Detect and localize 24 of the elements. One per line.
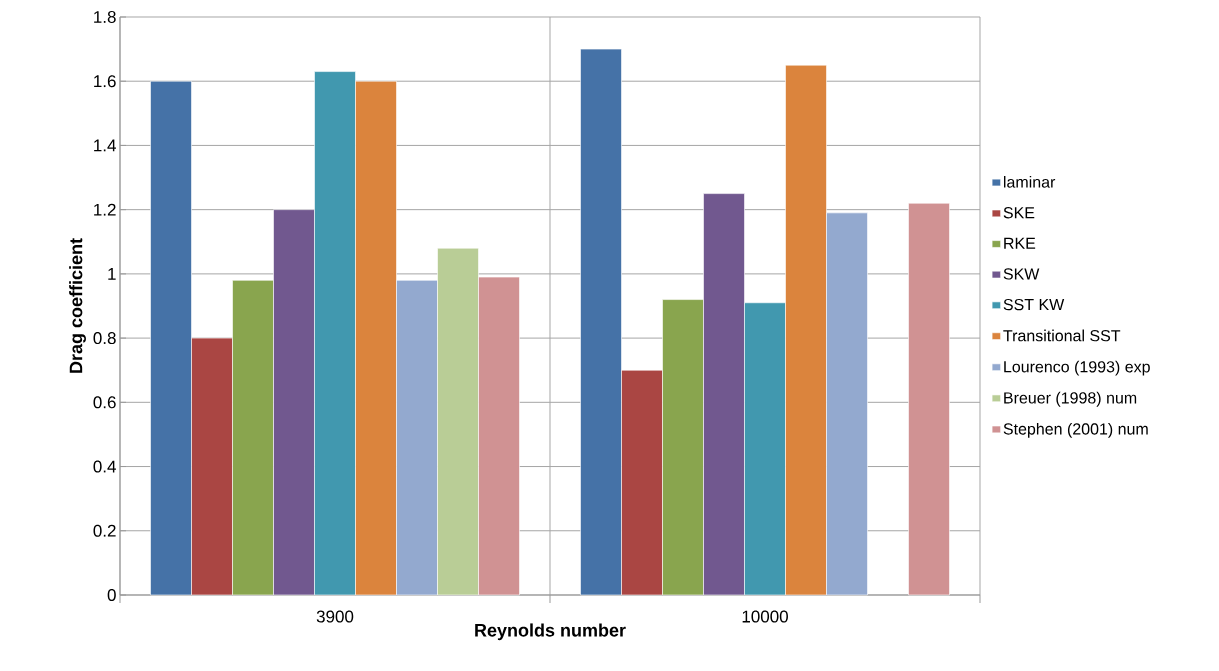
- legend-label: laminar: [1004, 176, 1056, 188]
- y-tick-label: 0.4: [93, 460, 116, 473]
- y-tick-label: 1.4: [94, 139, 116, 152]
- legend-label: SST KW: [1003, 298, 1065, 311]
- y-tick-label: 0.6: [93, 396, 116, 409]
- y-tick-label: 1.2: [94, 203, 116, 216]
- legend-label: Transitional SST: [1003, 329, 1121, 342]
- y-tick-label: 0.8: [93, 332, 116, 345]
- legend-label: Breuer (1998) num: [1004, 391, 1137, 407]
- x-tick-label: 3900: [316, 610, 354, 623]
- y-axis-title: Drag coefficient: [69, 238, 86, 373]
- y-tick-label: 1.6: [94, 75, 116, 88]
- x-axis-title: Reynolds number: [475, 623, 626, 641]
- y-tick-label: 1.8: [94, 10, 116, 24]
- legend-label: RKE: [1004, 237, 1036, 249]
- y-tick-label: 1: [108, 268, 116, 280]
- y-tick-label: 0: [107, 588, 116, 602]
- bar: [908, 202, 950, 596]
- legend-label: SKW: [1003, 268, 1040, 280]
- legend-label: SKE: [1003, 207, 1035, 219]
- x-tick-label: 10000: [742, 610, 788, 623]
- legend-label: Stephen (2001) num: [1003, 422, 1148, 438]
- legend-label: Lourenco (1993) exp: [1004, 360, 1150, 376]
- y-tick-label: 0.2: [93, 524, 116, 537]
